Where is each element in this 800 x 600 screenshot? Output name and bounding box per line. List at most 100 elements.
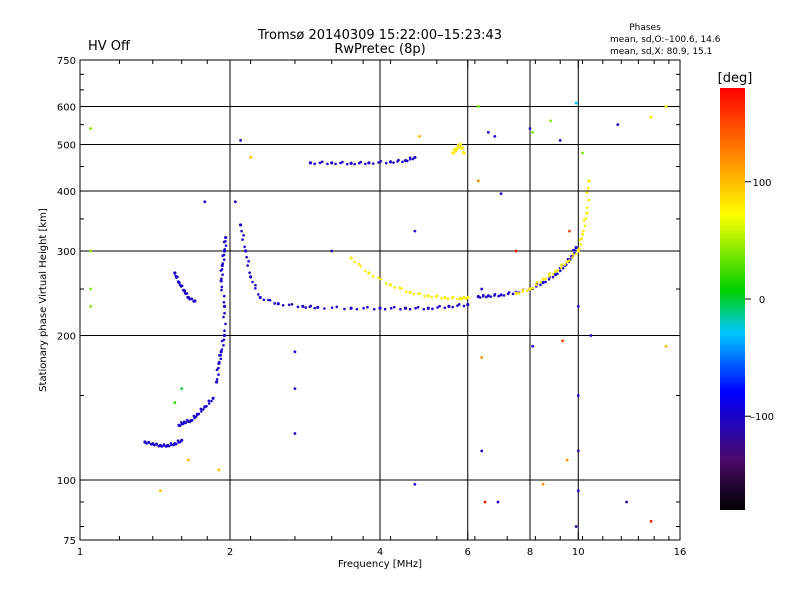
data-point xyxy=(221,262,225,265)
x-tick-label: 4 xyxy=(377,547,383,558)
data-point xyxy=(418,292,422,295)
data-point xyxy=(574,252,578,256)
data-point xyxy=(551,275,555,279)
data-point xyxy=(367,161,371,165)
data-point xyxy=(330,306,334,309)
data-point xyxy=(430,295,433,299)
data-point xyxy=(219,353,223,357)
data-point xyxy=(416,305,420,309)
data-point xyxy=(313,162,316,166)
data-point xyxy=(405,290,408,294)
scatter-point xyxy=(173,401,177,404)
data-point xyxy=(446,297,450,301)
data-point xyxy=(176,439,180,442)
data-point xyxy=(379,159,383,163)
colorbar-tick-label: 0 xyxy=(759,295,765,306)
data-point xyxy=(400,287,403,290)
x-tick-label: 16 xyxy=(674,547,687,558)
data-point xyxy=(388,160,393,164)
data-point xyxy=(326,162,329,166)
data-point xyxy=(308,161,313,165)
scatter-point xyxy=(514,249,518,253)
data-point xyxy=(296,305,300,309)
data-point xyxy=(582,229,585,233)
data-point xyxy=(584,216,588,220)
data-point xyxy=(238,223,243,227)
data-point xyxy=(531,286,534,290)
data-point xyxy=(200,410,203,413)
data-point xyxy=(544,280,547,284)
data-point xyxy=(422,307,426,311)
scatter-point xyxy=(186,458,190,462)
data-point xyxy=(179,285,183,288)
data-point xyxy=(585,191,589,195)
scatter-point xyxy=(239,138,242,142)
data-point xyxy=(556,269,560,272)
data-point xyxy=(184,421,188,425)
y-tick-label: 500 xyxy=(57,141,76,152)
scatter-point xyxy=(574,101,578,105)
data-point xyxy=(147,440,150,444)
data-point xyxy=(334,162,337,166)
data-point xyxy=(443,306,447,310)
data-point xyxy=(383,307,387,311)
data-point xyxy=(489,295,493,298)
data-point xyxy=(499,293,503,297)
data-point xyxy=(180,438,184,442)
scatter-point xyxy=(480,356,484,359)
scatter-point xyxy=(531,130,535,134)
data-point xyxy=(290,303,294,306)
data-point xyxy=(243,245,246,249)
data-point xyxy=(587,179,591,183)
data-point xyxy=(244,249,248,253)
data-point xyxy=(215,378,219,381)
data-point xyxy=(431,307,434,311)
data-point xyxy=(224,235,228,240)
data-point xyxy=(160,445,164,448)
data-point xyxy=(364,269,367,273)
data-point xyxy=(579,243,583,246)
x-tick-label: 6 xyxy=(465,547,471,558)
data-point xyxy=(535,280,539,284)
phases-heading: Phases xyxy=(629,23,661,33)
x-axis: 1 2 4 6 8 10 16 xyxy=(77,60,687,558)
y-tick-label: 75 xyxy=(63,536,76,547)
data-point xyxy=(414,306,417,310)
data-point xyxy=(548,272,551,275)
data-point xyxy=(514,291,518,295)
data-point xyxy=(220,268,224,271)
data-point xyxy=(558,269,562,273)
colorbar xyxy=(720,88,745,510)
scatter-point xyxy=(496,500,500,504)
grid-lines xyxy=(80,60,680,540)
data-point xyxy=(218,360,221,364)
data-point xyxy=(372,307,376,311)
data-point xyxy=(577,247,581,250)
scatter-point xyxy=(576,449,580,453)
data-point xyxy=(341,160,344,164)
data-point xyxy=(162,443,166,446)
data-point xyxy=(413,155,417,160)
data-point xyxy=(466,295,470,300)
data-point xyxy=(345,162,349,166)
data-point xyxy=(556,272,559,275)
data-point xyxy=(353,260,356,264)
data-point xyxy=(371,162,375,165)
data-point xyxy=(457,303,461,306)
scatter-point xyxy=(476,179,480,183)
scatter-point xyxy=(616,123,620,127)
data-point xyxy=(316,305,320,309)
scatter-point xyxy=(625,500,628,504)
data-point xyxy=(193,299,197,303)
data-point xyxy=(222,253,226,257)
data-point xyxy=(539,283,542,287)
data-point xyxy=(177,280,181,285)
data-point xyxy=(169,442,173,445)
data-point xyxy=(357,262,361,266)
data-point xyxy=(551,272,555,276)
scatter-point xyxy=(89,249,92,253)
data-point xyxy=(186,418,189,422)
data-point xyxy=(210,399,213,403)
scatter-point xyxy=(476,105,480,108)
data-point xyxy=(576,249,580,253)
